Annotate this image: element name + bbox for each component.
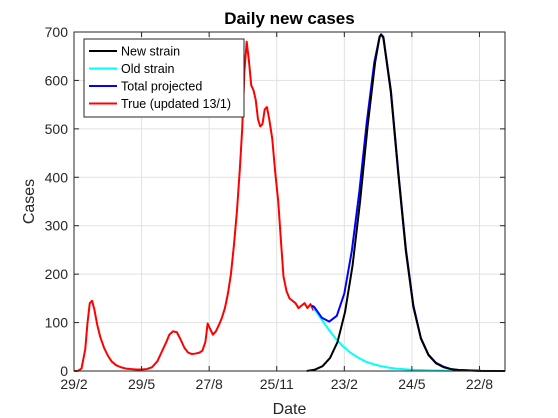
chart-legend: New strain Old strain Total projected True … (83, 38, 245, 118)
legend-entry-label: Old strain (121, 62, 175, 76)
series-line-true-updated-13-1 (74, 40, 315, 372)
legend-entry-label: Total projected (121, 80, 202, 94)
y-tick-label: 400 (45, 169, 69, 185)
y-tick-label: 0 (60, 363, 68, 379)
legend-entry-label: New strain (121, 45, 180, 59)
plot-lines (74, 33, 506, 372)
y-tick-label: 600 (45, 72, 69, 88)
series-line-new-strain (306, 33, 506, 372)
axis-ticks: 0 100 200 300 400 500 600 700 29/2 29/5 27/8 25/11 2… (45, 24, 505, 392)
x-axis-label: Date (273, 401, 307, 418)
series-line-old-strain (312, 307, 506, 372)
y-tick-label: 300 (45, 218, 69, 234)
y-tick-label: 200 (45, 266, 69, 282)
y-tick-label: 500 (45, 121, 69, 137)
y-tick-label: 700 (45, 24, 69, 40)
x-tick-label: 22/8 (466, 376, 493, 392)
plot-area-frame (73, 31, 506, 372)
x-tick-label: 29/2 (60, 376, 87, 392)
x-tick-label: 23/2 (331, 376, 358, 392)
chart-title: Daily new cases (224, 9, 354, 28)
x-tick-label: 29/5 (128, 376, 155, 392)
x-tick-label: 25/11 (260, 376, 294, 392)
x-tick-label: 24/5 (398, 376, 425, 392)
legend-entry-label: True (updated 13/1) (121, 97, 231, 111)
x-tick-label: 27/8 (196, 376, 223, 392)
y-axis-label: Cases (21, 179, 38, 224)
y-tick-label: 100 (45, 315, 69, 331)
